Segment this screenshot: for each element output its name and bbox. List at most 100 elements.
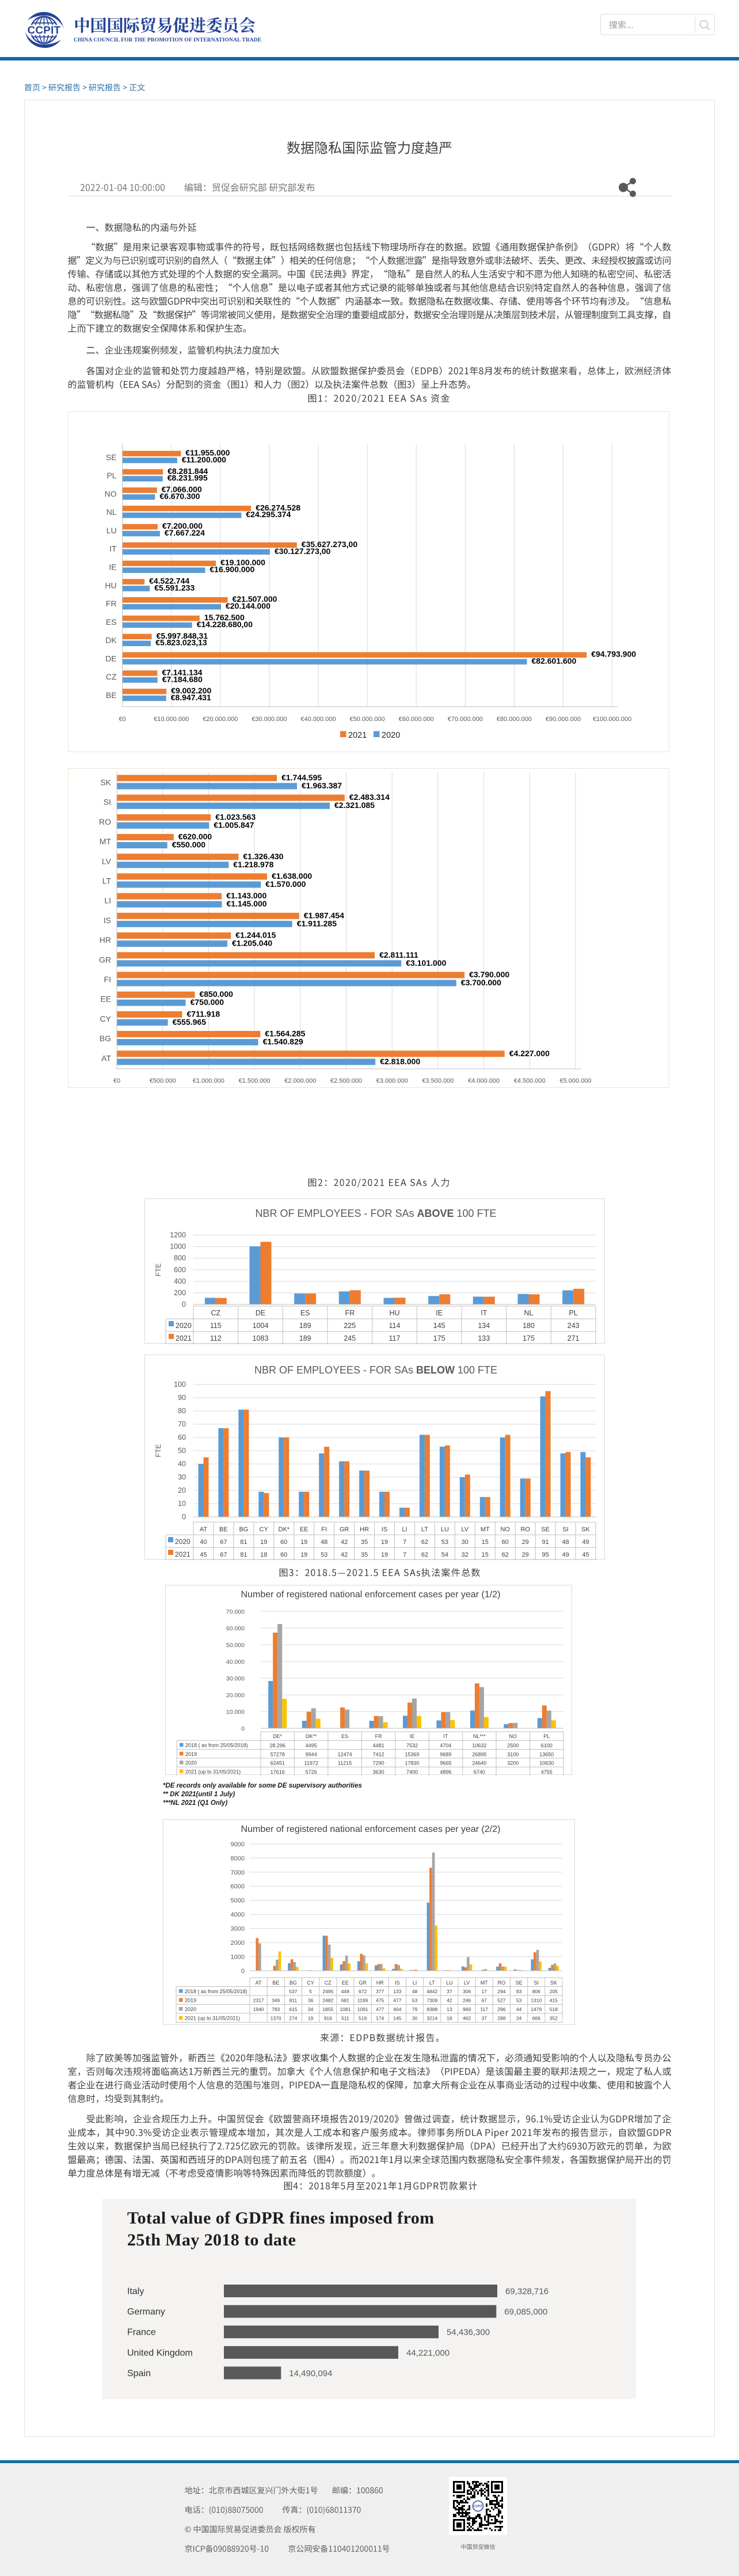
svg-text:4704: 4704: [440, 1743, 451, 1748]
svg-text:€0: €0: [119, 716, 125, 723]
svg-text:4896: 4896: [440, 1769, 451, 1775]
svg-text:DE: DE: [105, 654, 116, 663]
svg-text:48: 48: [412, 1989, 418, 1994]
svg-text:SK: SK: [581, 1526, 590, 1533]
svg-text:€1.570.000: €1.570.000: [265, 879, 306, 889]
svg-text:134: 134: [478, 1322, 490, 1330]
svg-text:RO: RO: [498, 1980, 506, 1986]
svg-text:615: 615: [289, 2006, 297, 2012]
svg-text:916: 916: [324, 2016, 332, 2021]
svg-text:€9.002.200: €9.002.200: [171, 686, 211, 695]
svg-text:6100: 6100: [541, 1743, 553, 1748]
svg-text:€1.963.387: €1.963.387: [302, 781, 342, 790]
svg-text:AT: AT: [101, 1053, 111, 1063]
svg-text:44,221,000: 44,221,000: [406, 2348, 450, 2358]
svg-text:53: 53: [441, 1539, 448, 1546]
svg-text:PL: PL: [543, 1733, 550, 1739]
svg-text:€1.244.015: €1.244.015: [235, 931, 276, 940]
svg-text:€3.500.000: €3.500.000: [422, 1078, 454, 1084]
svg-text:17616: 17616: [271, 1769, 285, 1775]
svg-text:415: 415: [550, 1998, 558, 2004]
svg-text:69,328,716: 69,328,716: [505, 2287, 548, 2297]
svg-text:IS: IS: [104, 916, 111, 925]
svg-text:2019: 2019: [185, 1998, 196, 2004]
svg-text:€1.023.563: €1.023.563: [215, 812, 256, 821]
svg-text:MT: MT: [481, 1526, 490, 1533]
svg-text:30.000: 30.000: [226, 1675, 245, 1682]
svg-text:HR: HR: [360, 1526, 369, 1533]
svg-text:24640: 24640: [472, 1761, 486, 1766]
svg-text:18: 18: [260, 1551, 267, 1558]
svg-text:€35.627.273,00: €35.627.273,00: [302, 540, 358, 549]
svg-text:EE: EE: [100, 995, 111, 1004]
svg-text:28.296: 28.296: [269, 1743, 285, 1748]
svg-text:NO: NO: [509, 1733, 517, 1739]
svg-text:SE: SE: [541, 1526, 550, 1533]
svg-text:117: 117: [480, 2006, 488, 2012]
svg-text:€555.965: €555.965: [173, 1017, 207, 1026]
svg-text:69,085,000: 69,085,000: [504, 2307, 547, 2317]
svg-text:7000: 7000: [231, 1869, 245, 1876]
svg-text:19: 19: [300, 1551, 307, 1558]
svg-text:LU: LU: [446, 1980, 453, 1986]
svg-text:349: 349: [272, 1998, 280, 2004]
svg-text:SI: SI: [534, 1980, 539, 1986]
svg-text:6000: 6000: [231, 1883, 245, 1890]
svg-text:475: 475: [376, 1998, 384, 2004]
svg-text:4481: 4481: [373, 1743, 384, 1748]
svg-text:€1.005.847: €1.005.847: [214, 820, 254, 829]
svg-text:50.000: 50.000: [226, 1642, 245, 1649]
svg-text:CY: CY: [100, 1014, 112, 1023]
svg-text:GR: GR: [359, 1980, 367, 1986]
svg-text:United Kingdom: United Kingdom: [127, 2348, 193, 2358]
svg-text:€6.670.300: €6.670.300: [159, 492, 200, 501]
svg-text:LV: LV: [464, 1980, 470, 1986]
svg-text:2019: 2019: [185, 1751, 197, 1757]
svg-text:0: 0: [182, 1513, 186, 1521]
svg-text:9944: 9944: [306, 1751, 317, 1757]
svg-text:377: 377: [376, 1989, 384, 1994]
svg-text:FTE: FTE: [154, 1264, 162, 1277]
svg-text:Italy: Italy: [127, 2287, 144, 2297]
svg-text:3630: 3630: [373, 1769, 384, 1775]
svg-text:48: 48: [321, 1539, 327, 1546]
svg-text:60: 60: [178, 1433, 186, 1441]
svg-text:10.000: 10.000: [226, 1709, 245, 1716]
svg-text:€1.987.454: €1.987.454: [304, 910, 344, 920]
svg-text:4000: 4000: [231, 1911, 245, 1918]
svg-text:€14.228.680,00: €14.228.680,00: [197, 620, 253, 629]
svg-text:13: 13: [447, 2006, 452, 2012]
svg-text:€20.144.000: €20.144.000: [226, 601, 271, 610]
svg-text:5726: 5726: [306, 1769, 317, 1775]
svg-text:274: 274: [289, 2016, 297, 2021]
svg-text:€1.500.000: €1.500.000: [239, 1078, 271, 1084]
svg-text:NL: NL: [524, 1309, 534, 1317]
svg-text:527: 527: [497, 1998, 505, 2004]
svg-text:IE: IE: [410, 1733, 415, 1739]
svg-text:2021 (up to 31/05/2021): 2021 (up to 31/05/2021): [185, 1769, 241, 1774]
svg-text:1004: 1004: [253, 1322, 269, 1330]
svg-text:LT: LT: [421, 1526, 428, 1533]
svg-text:49: 49: [582, 1539, 589, 1546]
svg-text:CY: CY: [260, 1526, 269, 1533]
svg-text:15369: 15369: [405, 1751, 419, 1757]
svg-text:CCPIT: CCPIT: [28, 24, 61, 36]
svg-text:62: 62: [421, 1551, 428, 1558]
svg-text:9665: 9665: [440, 1761, 451, 1766]
svg-text:29: 29: [522, 1551, 529, 1558]
svg-text:12474: 12474: [338, 1751, 352, 1757]
svg-text:1083: 1083: [253, 1334, 269, 1342]
svg-text:5000: 5000: [231, 1898, 245, 1905]
svg-text:€10.000.000: €10.000.000: [154, 716, 189, 723]
svg-text:7400: 7400: [406, 1769, 418, 1775]
svg-text:Number of registered national: Number of registered national enforcemen…: [241, 1590, 501, 1600]
svg-text:€7.184.680: €7.184.680: [162, 674, 203, 684]
svg-text:79: 79: [412, 2006, 418, 2012]
svg-text:1310: 1310: [531, 1998, 542, 2004]
svg-text:666: 666: [532, 2016, 540, 2021]
svg-text:€30.127.273,00: €30.127.273,00: [275, 547, 331, 556]
svg-text:IE: IE: [436, 1309, 443, 1317]
svg-text:404: 404: [393, 2006, 401, 2012]
svg-text:115: 115: [210, 1322, 222, 1330]
svg-text:IS: IS: [395, 1980, 400, 1986]
